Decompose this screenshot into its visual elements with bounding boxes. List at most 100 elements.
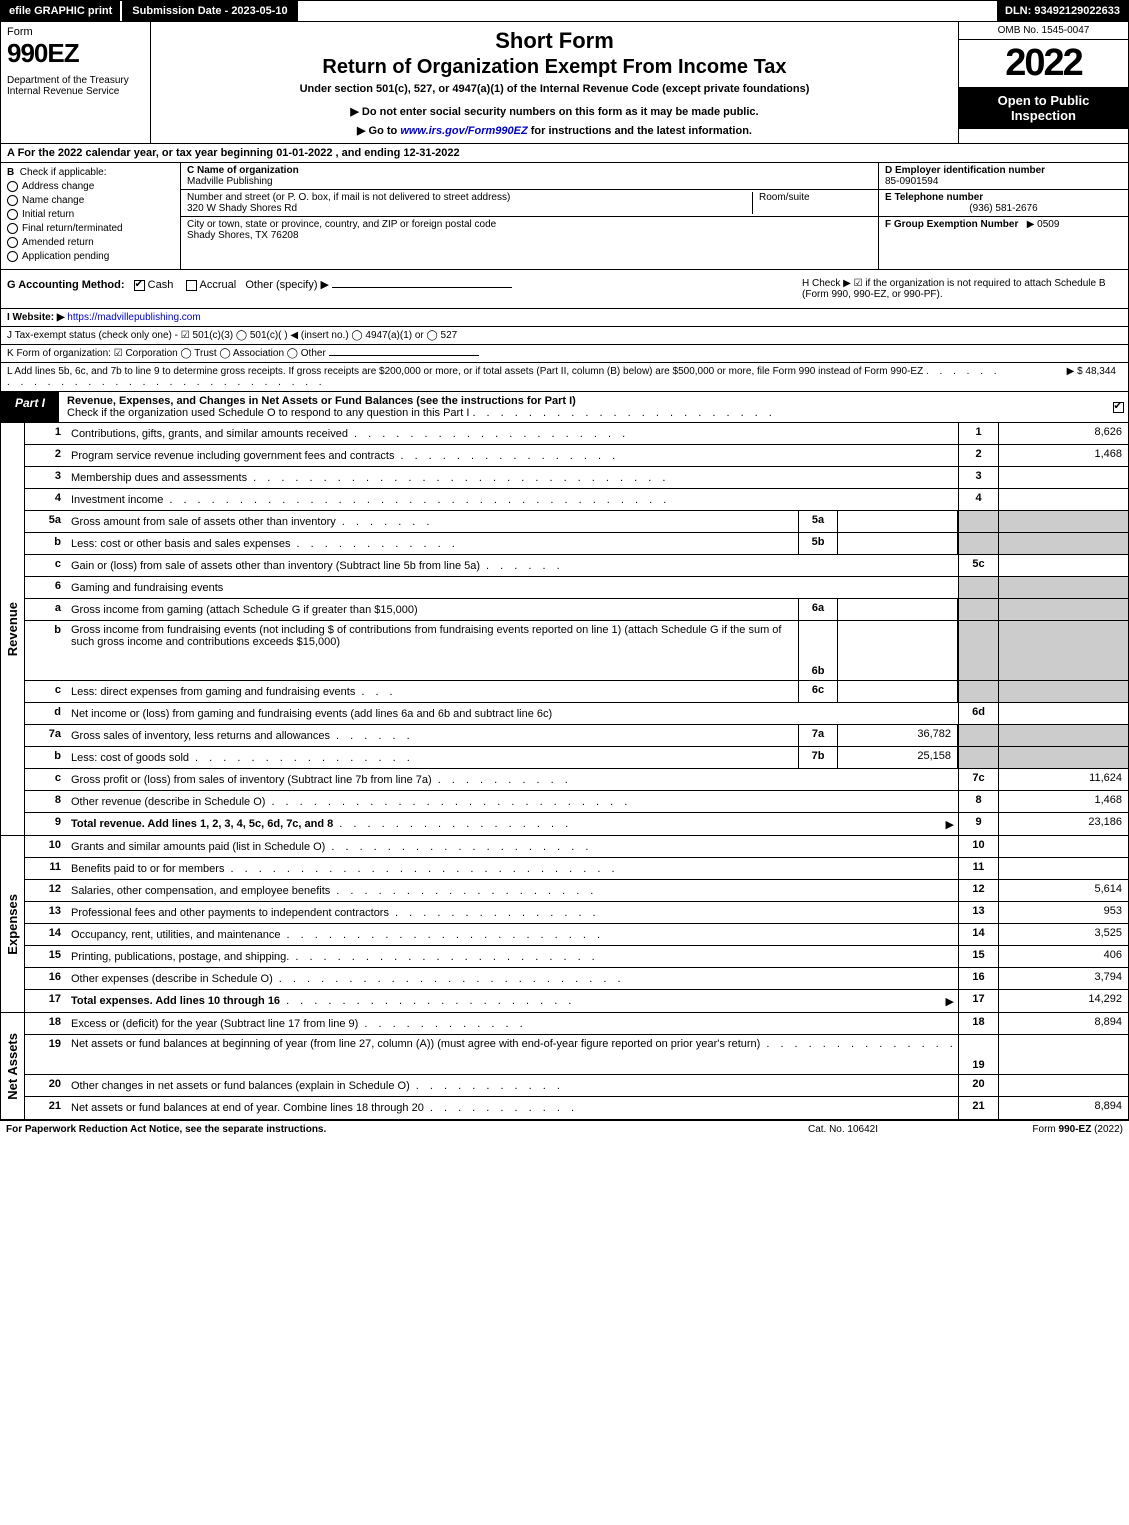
chk-accrual[interactable] (186, 280, 197, 291)
line-7b-num: b (25, 747, 67, 768)
line-21-num: 21 (25, 1097, 67, 1119)
chk-cash[interactable] (134, 280, 145, 291)
line-9: 9 Total revenue. Add lines 1, 2, 3, 4, 5… (25, 813, 1128, 835)
schedule-o-checkbox[interactable] (1113, 402, 1124, 413)
org-name: Madville Publishing (187, 176, 872, 187)
line-20-value (998, 1075, 1128, 1096)
top-bar: efile GRAPHIC print Submission Date - 20… (0, 0, 1129, 22)
line-17-lnnum: 17 (958, 990, 998, 1012)
section-i: I Website: ▶ https://madvillepublishing.… (0, 309, 1129, 327)
netassets-ledger: Net Assets 18 Excess or (deficit) for th… (0, 1013, 1129, 1120)
line-15: 15 Printing, publications, postage, and … (25, 946, 1128, 968)
opt-name-change: Name change (22, 195, 84, 206)
line-7b-subnum: 7b (798, 747, 838, 768)
goto-pre: ▶ Go to (357, 125, 400, 137)
street-address: 320 W Shady Shores Rd (187, 203, 752, 214)
line-5b-subval (838, 533, 958, 554)
line-7a-text: Gross sales of inventory, less returns a… (71, 730, 330, 742)
line-6-shade2 (998, 577, 1128, 598)
line-12-num: 12 (25, 880, 67, 901)
footer-right: Form 990-EZ (2022) (943, 1124, 1123, 1135)
line-7b-shade (958, 747, 998, 768)
efile-print-label[interactable]: efile GRAPHIC print (1, 1, 120, 21)
irs-link[interactable]: www.irs.gov/Form990EZ (400, 125, 527, 137)
line-1: 1 Contributions, gifts, grants, and simi… (25, 423, 1128, 445)
section-b: B Check if applicable: Address change Na… (1, 163, 181, 269)
expenses-ledger: Expenses 10 Grants and similar amounts p… (0, 836, 1129, 1013)
line-13-lnnum: 13 (958, 902, 998, 923)
line-8-value: 1,468 (998, 791, 1128, 812)
line-5b-subnum: 5b (798, 533, 838, 554)
line-6c-shade (958, 681, 998, 702)
group-exemption-value: ▶ 0509 (1027, 219, 1060, 230)
line-6-num: 6 (25, 577, 67, 598)
line-6b-shade (958, 621, 998, 680)
line-5b-text: Less: cost or other basis and sales expe… (71, 538, 291, 550)
short-form-title: Short Form (157, 28, 952, 54)
chk-amended-return[interactable] (7, 237, 18, 248)
line-3: 3 Membership dues and assessments. . . .… (25, 467, 1128, 489)
section-g: G Accounting Method: Cash Accrual Other … (7, 278, 802, 300)
section-k: K Form of organization: ☑ Corporation ◯ … (0, 345, 1129, 363)
chk-initial-return[interactable] (7, 209, 18, 220)
line-6d-lnnum: 6d (958, 703, 998, 724)
chk-address-change[interactable] (7, 181, 18, 192)
line-19-lnnum: 19 (958, 1035, 998, 1074)
chk-name-change[interactable] (7, 195, 18, 206)
line-15-num: 15 (25, 946, 67, 967)
block-gh: G Accounting Method: Cash Accrual Other … (0, 270, 1129, 309)
line-13-value: 953 (998, 902, 1128, 923)
line-6d-value (998, 703, 1128, 724)
line-4-num: 4 (25, 489, 67, 510)
line-7b: b Less: cost of goods sold. . . . . . . … (25, 747, 1128, 769)
d-ein-label: D Employer identification number (885, 165, 1122, 176)
header-center: Short Form Return of Organization Exempt… (151, 22, 958, 143)
line-8: 8 Other revenue (describe in Schedule O)… (25, 791, 1128, 813)
line-6a-text: Gross income from gaming (attach Schedul… (71, 604, 418, 616)
line-11: 11 Benefits paid to or for members. . . … (25, 858, 1128, 880)
expenses-label: Expenses (1, 836, 25, 1012)
line-10-text: Grants and similar amounts paid (list in… (71, 841, 325, 853)
line-1-text: Contributions, gifts, grants, and simila… (71, 428, 348, 440)
opt-accrual: Accrual (200, 279, 237, 291)
chk-final-return[interactable] (7, 223, 18, 234)
line-13: 13 Professional fees and other payments … (25, 902, 1128, 924)
line-11-value (998, 858, 1128, 879)
line-9-text: Total revenue. Add lines 1, 2, 3, 4, 5c,… (71, 818, 333, 830)
line-1-num: 1 (25, 423, 67, 444)
line-3-lnnum: 3 (958, 467, 998, 488)
line-19-value (998, 1035, 1128, 1074)
line-6: 6 Gaming and fundraising events (25, 577, 1128, 599)
line-10-value (998, 836, 1128, 857)
line-5c-text: Gain or (loss) from sale of assets other… (71, 560, 480, 572)
section-h: H Check ▶ ☑ if the organization is not r… (802, 278, 1122, 300)
chk-application-pending[interactable] (7, 251, 18, 262)
opt-final-return: Final return/terminated (22, 223, 123, 234)
line-6b-num: b (25, 621, 67, 680)
part1-sub: Check if the organization used Schedule … (67, 407, 469, 419)
section-j: J Tax-exempt status (check only one) - ☑… (0, 327, 1129, 345)
section-def: D Employer identification number 85-0901… (878, 163, 1128, 269)
line-6-shade (958, 577, 998, 598)
line-12-text: Salaries, other compensation, and employ… (71, 885, 330, 897)
line-6c-shade2 (998, 681, 1128, 702)
line-5c-lnnum: 5c (958, 555, 998, 576)
tax-year: 2022 (959, 40, 1128, 87)
line-3-value (998, 467, 1128, 488)
line-17-value: 14,292 (998, 990, 1128, 1012)
submission-date: Submission Date - 2023-05-10 (120, 1, 299, 21)
header-right: OMB No. 1545-0047 2022 Open to Public In… (958, 22, 1128, 143)
line-5a-shade (958, 511, 998, 532)
website-link[interactable]: https://madvillepublishing.com (67, 312, 200, 323)
k-other-line (329, 355, 479, 356)
line-2-text: Program service revenue including govern… (71, 450, 394, 462)
line-5a-text: Gross amount from sale of assets other t… (71, 516, 336, 528)
line-7b-shade2 (998, 747, 1128, 768)
under-section: Under section 501(c), 527, or 4947(a)(1)… (157, 83, 952, 95)
opt-application-pending: Application pending (22, 251, 109, 262)
line-5b: b Less: cost or other basis and sales ex… (25, 533, 1128, 555)
footer-right-form: 990-EZ (1059, 1124, 1092, 1135)
line-4-lnnum: 4 (958, 489, 998, 510)
line-7a-num: 7a (25, 725, 67, 746)
line-6a-shade2 (998, 599, 1128, 620)
